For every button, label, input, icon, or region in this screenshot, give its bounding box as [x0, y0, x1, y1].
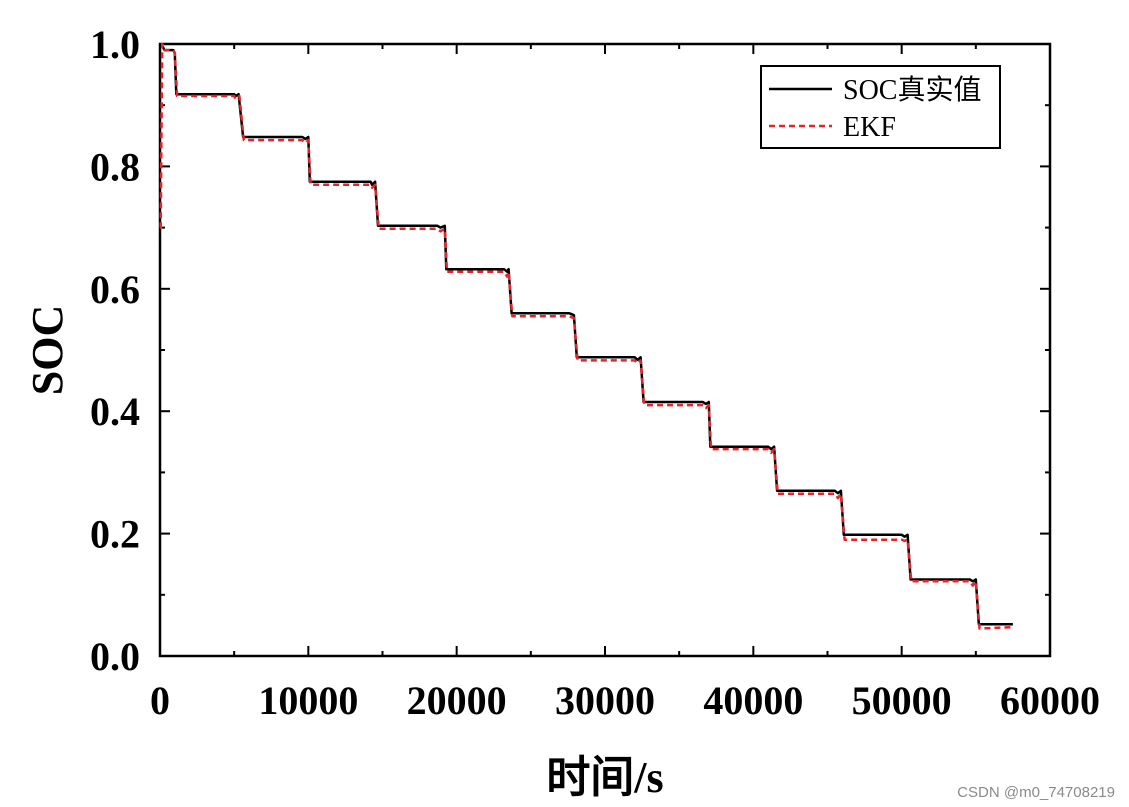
x-tick-label: 0 [150, 678, 170, 723]
y-tick-label: 0.4 [90, 389, 140, 434]
watermark: CSDN @m0_74708219 [957, 784, 1115, 801]
y-tick-label: 0.6 [90, 267, 140, 312]
x-tick-labels: 0 10000 20000 30000 40000 50000 60000 [150, 678, 1100, 723]
data-series [159, 42, 1013, 630]
series-line-ekf [159, 42, 1013, 630]
x-tick-label: 60000 [1000, 678, 1100, 723]
x-tick-label: 50000 [852, 678, 952, 723]
x-axis-title: 时间/s [546, 753, 663, 802]
legend-label-ekf: EKF [843, 112, 896, 143]
y-axis-title: SOC [23, 305, 72, 395]
y-tick-labels: 0.0 0.2 0.4 0.6 0.8 1.0 [90, 22, 140, 679]
x-tick-label: 40000 [703, 678, 803, 723]
legend-box [760, 65, 1001, 149]
y-tick-label: 0.0 [90, 634, 140, 679]
y-tick-label: 1.0 [90, 22, 140, 67]
y-tick-label: 0.8 [90, 144, 140, 189]
x-tick-label: 20000 [407, 678, 507, 723]
y-tick-label: 0.2 [90, 512, 140, 557]
x-tick-label: 10000 [258, 678, 358, 723]
axis-ticks [159, 43, 1051, 657]
x-tick-label: 30000 [555, 678, 655, 723]
legend: SOC真实值 EKF [760, 65, 1001, 149]
legend-label-soc-true: SOC真实值 [843, 74, 981, 106]
